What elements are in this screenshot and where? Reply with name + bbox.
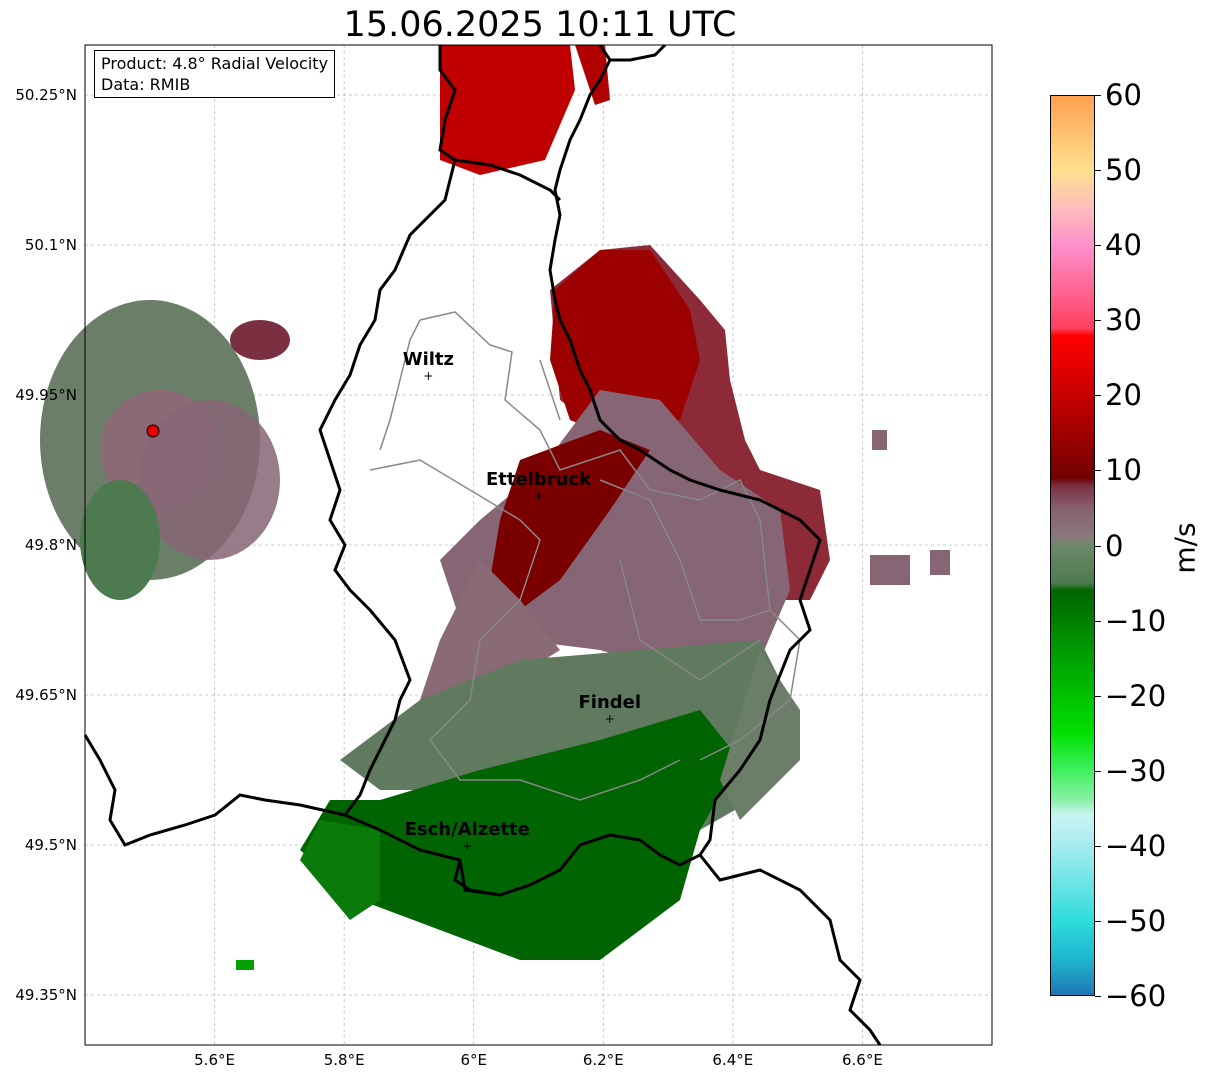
- colorbar-tick-label: 40: [1105, 228, 1142, 263]
- colorbar-tick-label: −30: [1105, 753, 1167, 788]
- city-marker: +: [423, 369, 433, 383]
- echo-region: [140, 400, 280, 560]
- city-label: Wiltz: [402, 349, 454, 370]
- colorbar-tickmark: [1095, 470, 1101, 472]
- echo-region: [870, 555, 910, 585]
- echo-region: [440, 45, 575, 175]
- product-label: Product: 4.8° Radial Velocity: [101, 54, 329, 73]
- map-title: 15.06.2025 10:11 UTC: [343, 5, 737, 45]
- info-box: Product: 4.8° Radial Velocity Data: RMIB: [94, 50, 336, 98]
- colorbar-tickmark: [1095, 95, 1101, 96]
- colorbar-tick-label: 20: [1105, 378, 1142, 413]
- lon-tick-label: 6.6°E: [842, 1051, 883, 1069]
- city-label: Findel: [578, 692, 642, 713]
- belgium-germany-border: [454, 158, 562, 202]
- city-markers: + + + +: [423, 369, 614, 853]
- colorbar-unit-label: m/s: [1168, 522, 1202, 574]
- lat-tick-label: 49.5°N: [24, 836, 77, 854]
- north-border: [610, 43, 667, 62]
- lat-tick-label: 49.35°N: [15, 986, 77, 1004]
- colorbar-tick-label: −20: [1105, 678, 1167, 713]
- canton-boundaries: [369, 311, 801, 801]
- colorbar-tickmark: [1095, 695, 1101, 697]
- lat-tick-label: 50.1°N: [24, 236, 77, 254]
- echo-region: [80, 480, 160, 600]
- colorbar-tickmark: [1095, 845, 1101, 847]
- colorbar: [1050, 95, 1095, 996]
- colorbar-tick-label: 50: [1105, 153, 1142, 188]
- map-frame: [84, 44, 993, 1046]
- lat-tick-label: 50.25°N: [15, 86, 77, 104]
- colorbar-tick-label: 10: [1105, 453, 1142, 488]
- city-marker: +: [533, 489, 543, 503]
- echo-region: [550, 250, 700, 440]
- colorbar-tickmark: [1095, 620, 1101, 622]
- echo-region: [300, 820, 380, 920]
- colorbar-tickmark: [1095, 770, 1101, 772]
- colorbar-tickmark: [1095, 245, 1101, 247]
- france-border: [453, 859, 501, 897]
- echo-region: [230, 320, 290, 360]
- colorbar-tickmark: [1095, 920, 1101, 922]
- echo-region: [490, 430, 650, 610]
- radar-site-marker: [146, 424, 160, 438]
- colorbar-tick-label: 60: [1105, 78, 1142, 112]
- data-source-label: Data: RMIB: [101, 75, 191, 94]
- colorbar-tickmark: [1095, 320, 1101, 322]
- colorbar-tick-label: 30: [1105, 303, 1142, 338]
- colorbar-tick-label: −50: [1105, 903, 1167, 938]
- germany-france-border: [698, 854, 882, 1046]
- colorbar-tick-label: 0: [1105, 528, 1124, 563]
- lon-tick-label: 6°E: [460, 1051, 487, 1069]
- colorbar-tickmark: [1095, 996, 1101, 997]
- echo-region: [575, 45, 610, 105]
- echo-region: [930, 550, 950, 575]
- lon-tick-label: 6.4°E: [712, 1051, 754, 1069]
- colorbar-tickmark: [1095, 395, 1101, 397]
- echo-region: [236, 960, 254, 970]
- luxembourg-border: [318, 44, 822, 897]
- echo-region: [300, 710, 740, 960]
- lat-tick-label: 49.65°N: [15, 686, 77, 704]
- lat-tick-label: 49.8°N: [24, 536, 77, 554]
- colorbar-tick-label: −10: [1105, 603, 1167, 638]
- city-label: Esch/Alzette: [404, 819, 530, 840]
- colorbar-tick-label: −40: [1105, 828, 1167, 863]
- country-borders: [83, 43, 882, 1046]
- lat-tick-label: 49.95°N: [15, 386, 77, 404]
- velocity-echoes: [40, 45, 950, 970]
- colorbar-tick-label: −60: [1105, 979, 1167, 1013]
- echo-region: [872, 430, 887, 450]
- colorbar-tickmark: [1095, 545, 1101, 547]
- lon-tick-label: 5.6°E: [194, 1051, 235, 1069]
- city-label: Ettelbruck: [485, 469, 592, 490]
- city-marker: +: [462, 839, 472, 853]
- lon-tick-label: 5.8°E: [323, 1051, 365, 1069]
- colorbar-tickmark: [1095, 170, 1101, 172]
- lon-tick-label: 6.2°E: [582, 1051, 624, 1069]
- belgium-france-border: [83, 734, 346, 847]
- echo-region: [440, 390, 790, 680]
- city-marker: +: [605, 712, 615, 726]
